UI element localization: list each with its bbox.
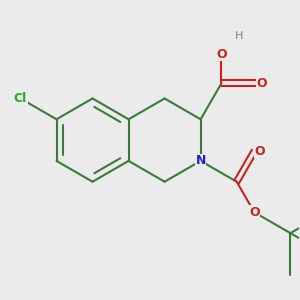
Text: O: O	[254, 145, 265, 158]
Text: O: O	[249, 206, 260, 219]
Text: O: O	[257, 77, 267, 90]
Text: N: N	[196, 154, 206, 167]
Text: O: O	[216, 48, 227, 61]
Text: H: H	[235, 31, 244, 41]
Text: Cl: Cl	[14, 92, 27, 105]
